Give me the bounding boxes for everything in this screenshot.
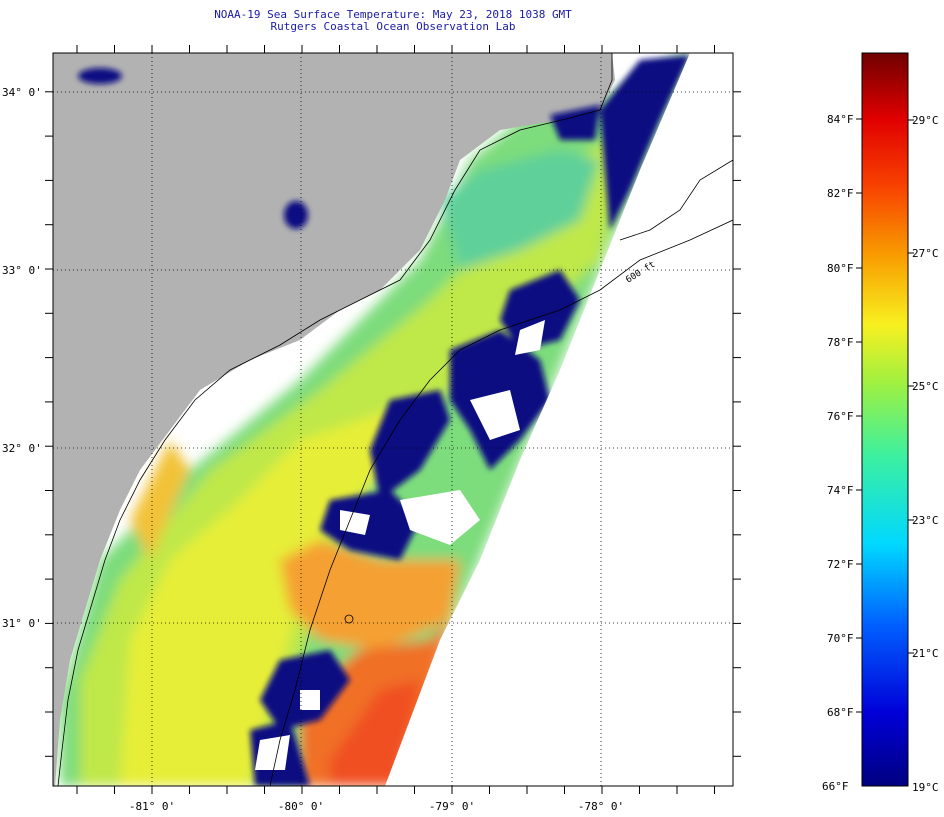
cb-label-76f: 76°F: [827, 410, 854, 423]
cb-label-23c: 23°C: [912, 514, 939, 527]
swath-edge: [385, 53, 733, 786]
cb-label-25c: 25°C: [912, 380, 939, 393]
cb-label-72f: 72°F: [827, 558, 854, 571]
lon-label-78: -78° 0': [577, 800, 625, 813]
isobath-600ft: [269, 219, 733, 786]
cb-label-21c: 21°C: [912, 647, 939, 660]
lon-label-80: -80° 0': [277, 800, 325, 813]
lat-label-31: 31° 0': [2, 617, 42, 630]
lat-label-34: 34° 0': [2, 86, 42, 99]
cb-label-84f: 84°F: [827, 113, 854, 126]
map-frame: [52, 52, 734, 787]
lon-label-79: -79° 0': [428, 800, 476, 813]
cb-label-27c: 27°C: [912, 247, 939, 260]
cb-label-68f: 68°F: [827, 706, 854, 719]
cb-label-66f: 66°F: [822, 780, 849, 793]
lat-label-32: 32° 0': [2, 442, 42, 455]
cb-label-80f: 80°F: [827, 262, 854, 275]
cb-label-29c: 29°C: [912, 114, 939, 127]
sst-field: [60, 53, 690, 786]
lon-label-81: -81° 0': [128, 800, 176, 813]
graticule: [53, 53, 733, 786]
map-title: NOAA-19 Sea Surface Temperature: May 23,…: [214, 8, 572, 21]
land-area: [53, 53, 615, 786]
map-subtitle: Rutgers Coastal Ocean Observation Lab: [270, 20, 516, 33]
cloud-gaps: [255, 320, 545, 770]
lat-label-33: 33° 0': [2, 264, 42, 277]
cb-label-82f: 82°F: [827, 187, 854, 200]
cb-label-19c: 19°C: [912, 781, 939, 794]
cb-label-74f: 74°F: [827, 484, 854, 497]
cb-label-70f: 70°F: [827, 632, 854, 645]
cb-label-78f: 78°F: [827, 336, 854, 349]
